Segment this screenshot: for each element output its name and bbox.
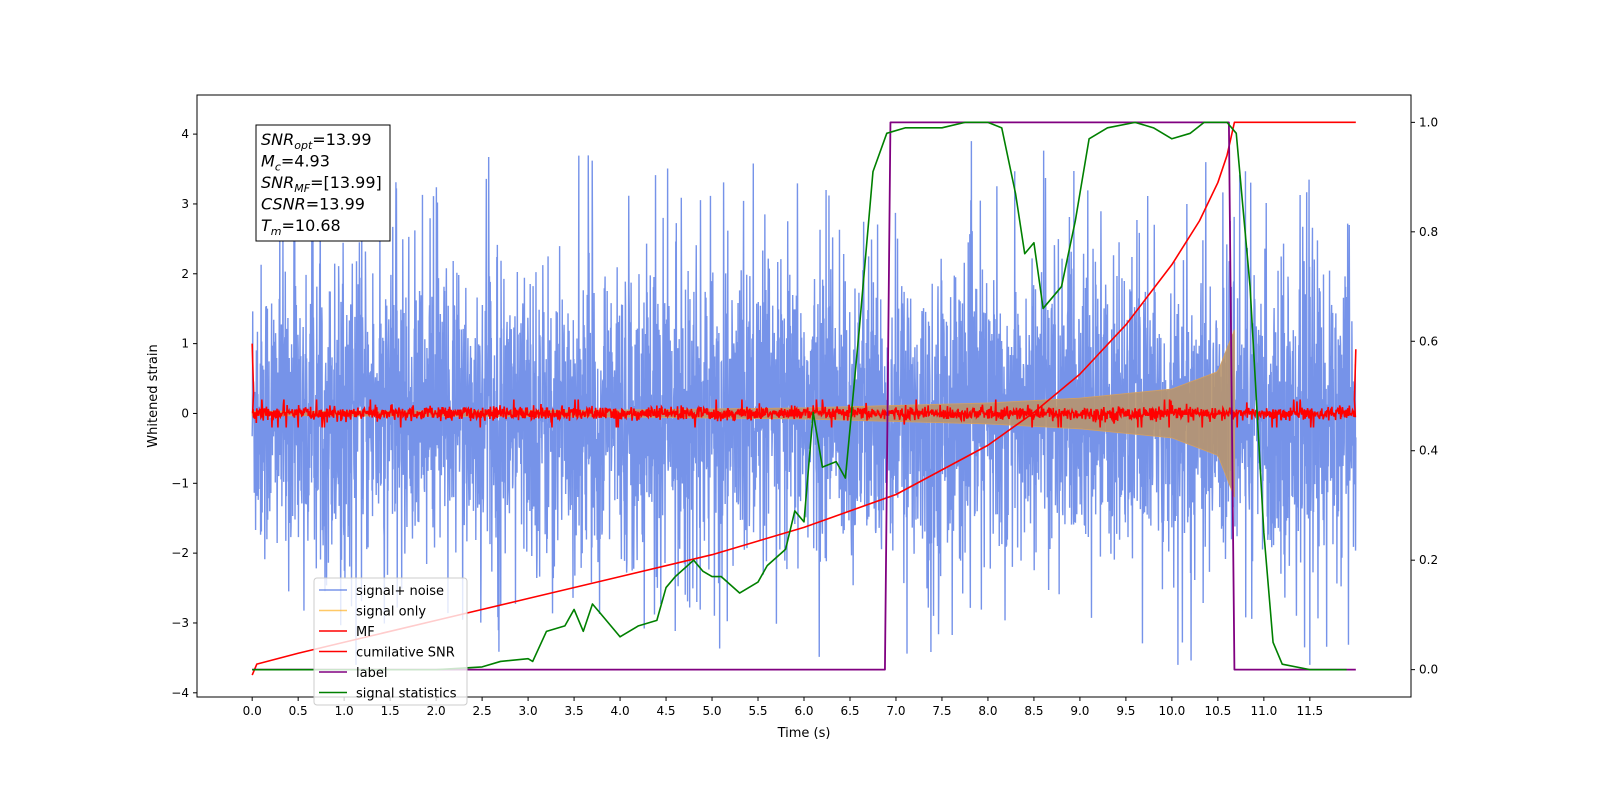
annotation-value: =13.99: [312, 130, 371, 149]
annotation-value: =4.93: [281, 152, 330, 171]
x-tick-label: 5.5: [748, 704, 767, 718]
legend-label: label: [356, 666, 387, 681]
x-tick-label: 6.0: [794, 704, 813, 718]
annotation-subscript: opt: [294, 139, 313, 152]
legend-label: signal only: [356, 605, 426, 620]
annotation-value: =[13.99]: [310, 173, 382, 192]
x-axis: 0.0 0.5 1.0 1.5 2.0 2.5 3.0 3.5 4.0 4.5 5.0 5.5 6.0 6…: [243, 697, 1323, 718]
y-axis-label: Whitened strain: [146, 344, 161, 447]
x-tick-label: 5.0: [702, 704, 721, 718]
annotation-value: =13.99: [306, 195, 365, 214]
label-line: [252, 121, 1356, 671]
x-tick-label: 3.5: [565, 704, 584, 718]
y-axis-left: 4 3 2 1 0 −1 −2 −3 −4: [171, 127, 197, 700]
y2-tick-label: 0.6: [1419, 334, 1438, 348]
legend: signal+ noise signal only MF cumilative SNR…: [313, 577, 468, 706]
annotation-line: Tm=10.68: [261, 216, 341, 238]
annotation-line: Mc=4.93: [261, 152, 330, 174]
y-tick-label: 0: [181, 406, 189, 420]
annotation-subscript: m: [271, 225, 282, 238]
y-tick-label: −4: [171, 686, 189, 700]
annotation-subscript: c: [275, 161, 281, 174]
x-tick-label: 6.5: [840, 704, 859, 718]
x-tick-label: 10.5: [1205, 704, 1232, 718]
y2-tick-label: 0.0: [1419, 663, 1438, 677]
annotation-symbol: T: [261, 216, 272, 235]
series-signal-plus-noise: [251, 141, 1357, 665]
x-tick-label: 7.5: [932, 704, 951, 718]
x-axis-label: Time (s): [777, 726, 831, 741]
y-tick-label: −2: [171, 546, 189, 560]
x-tick-label: 8.0: [978, 704, 997, 718]
annotation-line: SNRopt=13.99: [261, 130, 372, 152]
y-tick-label: −1: [171, 476, 189, 490]
y-axis-right: 1.0 0.8 0.6 0.4 0.2 0.0: [1411, 115, 1438, 677]
x-tick-label: 3.0: [519, 704, 538, 718]
x-tick-label: 2.0: [427, 704, 446, 718]
x-tick-label: 4.5: [656, 704, 675, 718]
legend-frame: [313, 577, 468, 706]
y-tick-label: 1: [181, 337, 189, 351]
annotation-box: SNRopt=13.99Mc=4.93SNRMF=[13.99]CSNR=13.…: [255, 124, 391, 242]
signal-statistics-line: [252, 121, 1347, 671]
series-signal-statistics: [252, 121, 1347, 671]
legend-label: signal+ noise: [356, 584, 444, 599]
x-tick-label: 10.0: [1159, 704, 1186, 718]
series-mf: [251, 343, 1357, 428]
x-tick-label: 11.0: [1250, 704, 1277, 718]
y-tick-label: 3: [181, 197, 189, 211]
annotation-symbol: CSNR: [261, 195, 306, 214]
y-tick-label: −3: [171, 616, 189, 630]
legend-label: MF: [356, 625, 375, 640]
x-tick-label: 8.5: [1024, 704, 1043, 718]
x-tick-label: 1.0: [335, 704, 354, 718]
x-tick-label: 2.5: [473, 704, 492, 718]
y2-tick-label: 0.4: [1419, 444, 1438, 458]
annotation-frame: [255, 124, 391, 242]
annotation-line: SNRMF=[13.99]: [261, 173, 382, 195]
series-label: [252, 121, 1356, 671]
annotation-symbol: SNR: [261, 173, 294, 192]
y-tick-label: 4: [181, 127, 189, 141]
y-tick-label: 2: [181, 267, 189, 281]
annotation-subscript: MF: [294, 182, 310, 195]
y2-tick-label: 1.0: [1419, 115, 1438, 129]
legend-label: cumilative SNR: [356, 646, 455, 661]
x-tick-label: 1.5: [381, 704, 400, 718]
annotation-line: CSNR=13.99: [261, 195, 365, 214]
x-tick-label: 9.0: [1070, 704, 1089, 718]
x-tick-label: 0.5: [289, 704, 308, 718]
mf-line: [251, 343, 1357, 428]
x-tick-label: 7.0: [886, 704, 905, 718]
x-tick-label: 0.0: [243, 704, 262, 718]
x-tick-label: 9.5: [1116, 704, 1135, 718]
x-tick-label: 4.0: [611, 704, 630, 718]
signal-plus-noise-line: [251, 141, 1357, 665]
annotation-symbol: SNR: [261, 130, 294, 149]
x-tick-label: 11.5: [1296, 704, 1323, 718]
y2-tick-label: 0.2: [1419, 553, 1438, 567]
legend-label: signal statistics: [356, 687, 457, 702]
y2-tick-label: 0.8: [1419, 225, 1438, 239]
annotation-value: =10.68: [282, 216, 341, 235]
annotation-symbol: M: [261, 152, 275, 171]
